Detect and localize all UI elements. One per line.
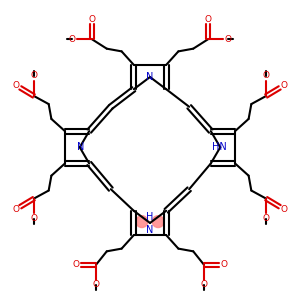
Text: O: O [225, 35, 232, 44]
Text: O: O [220, 260, 228, 269]
Text: O: O [12, 205, 19, 214]
Circle shape [152, 216, 164, 227]
Text: N: N [146, 72, 154, 82]
Circle shape [136, 216, 148, 227]
Text: O: O [205, 15, 212, 24]
Text: O: O [88, 15, 95, 24]
Text: HN: HN [212, 142, 226, 152]
Text: O: O [281, 205, 288, 214]
Text: O: O [30, 71, 37, 80]
Text: H: H [146, 212, 154, 222]
Text: O: O [200, 280, 208, 290]
Text: O: O [263, 71, 270, 80]
Text: N: N [146, 225, 154, 235]
Text: O: O [92, 280, 100, 290]
Text: O: O [263, 214, 270, 223]
Text: O: O [12, 80, 19, 89]
Text: O: O [30, 214, 37, 223]
Text: O: O [281, 80, 288, 89]
Text: O: O [68, 35, 75, 44]
Text: N: N [77, 142, 85, 152]
Text: O: O [72, 260, 80, 269]
